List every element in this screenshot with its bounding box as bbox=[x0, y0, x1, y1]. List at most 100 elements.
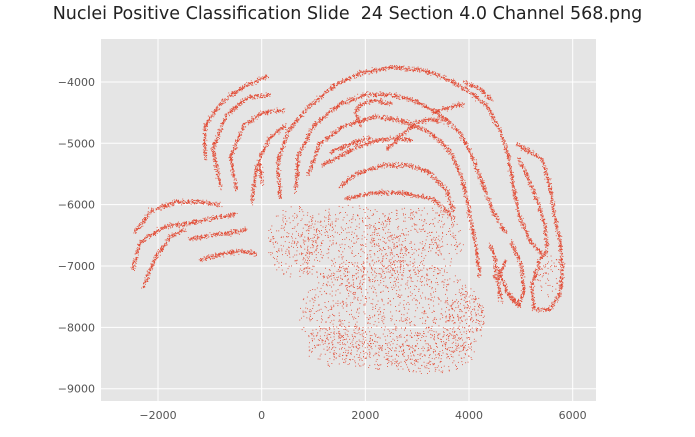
scatter-point bbox=[184, 228, 186, 230]
scatter-point bbox=[178, 203, 180, 204]
scatter-point bbox=[233, 173, 235, 175]
scatter-point bbox=[166, 206, 168, 208]
scatter-point bbox=[290, 126, 292, 128]
scatter-point bbox=[180, 201, 181, 203]
scatter-point bbox=[518, 208, 519, 209]
scatter-point bbox=[233, 212, 235, 214]
scatter-point bbox=[357, 71, 358, 73]
scatter-point bbox=[296, 120, 298, 122]
scatter-point bbox=[267, 139, 269, 141]
scatter-point bbox=[232, 169, 234, 171]
scatter-point bbox=[213, 218, 215, 220]
scatter-point bbox=[149, 268, 151, 269]
scatter-point bbox=[225, 252, 227, 254]
scatter-point bbox=[170, 235, 172, 237]
scatter-point bbox=[201, 237, 203, 239]
scatter-point bbox=[391, 67, 393, 69]
scatter-point bbox=[204, 143, 206, 145]
scatter-point bbox=[262, 185, 264, 186]
scatter-point bbox=[227, 111, 229, 113]
scatter-point bbox=[233, 251, 234, 253]
scatter-point bbox=[256, 171, 258, 173]
scatter-point bbox=[512, 192, 514, 194]
scatter-point bbox=[132, 263, 134, 264]
scatter-point bbox=[138, 252, 139, 253]
scatter-point bbox=[202, 200, 204, 202]
scatter-point bbox=[376, 71, 377, 72]
scatter-point bbox=[140, 227, 142, 229]
scatter-point bbox=[145, 281, 147, 283]
scatter-point bbox=[150, 263, 152, 264]
scatter-point bbox=[215, 107, 217, 109]
scatter-point bbox=[250, 121, 252, 123]
scatter-point bbox=[178, 232, 180, 234]
scatter-point bbox=[202, 149, 204, 151]
scatter-point bbox=[463, 89, 465, 91]
scatter-point bbox=[382, 70, 384, 71]
scatter-point bbox=[220, 213, 222, 215]
scatter-point bbox=[262, 149, 264, 151]
scatter-point bbox=[300, 116, 302, 117]
scatter-point bbox=[239, 88, 241, 90]
scatter-point bbox=[228, 233, 230, 235]
scatter-point bbox=[172, 203, 174, 204]
scatter-point bbox=[253, 98, 255, 100]
scatter-point bbox=[278, 133, 280, 135]
scatter-point bbox=[295, 179, 297, 181]
scatter-point bbox=[247, 86, 249, 87]
scatter-point bbox=[382, 68, 384, 70]
scatter-point bbox=[156, 232, 158, 234]
scatter-point bbox=[487, 107, 489, 109]
scatter-point bbox=[250, 120, 251, 122]
scatter-point bbox=[194, 222, 196, 224]
scatter-point bbox=[517, 206, 519, 208]
scatter-point bbox=[238, 87, 240, 89]
scatter-point bbox=[309, 105, 310, 107]
scatter-point bbox=[151, 261, 153, 263]
scatter-point bbox=[305, 138, 306, 139]
scatter-point bbox=[415, 68, 417, 70]
scatter-point bbox=[345, 77, 347, 79]
scatter-point bbox=[234, 145, 236, 147]
scatter-point bbox=[216, 161, 217, 163]
scatter-point bbox=[235, 105, 237, 107]
scatter-point bbox=[166, 240, 168, 241]
scatter-point bbox=[235, 149, 237, 150]
scatter-point bbox=[282, 110, 284, 112]
scatter-point bbox=[257, 80, 259, 82]
scatter-point bbox=[498, 125, 500, 126]
scatter-point bbox=[273, 108, 275, 110]
scatter-point bbox=[251, 187, 253, 188]
scatter-point bbox=[215, 153, 217, 155]
scatter-point bbox=[400, 69, 402, 71]
scatter-point bbox=[235, 180, 237, 181]
scatter-point bbox=[191, 237, 192, 239]
scatter-point bbox=[511, 181, 513, 183]
scatter-point bbox=[142, 240, 144, 242]
scatter-point bbox=[507, 156, 509, 158]
scatter-point bbox=[206, 149, 208, 151]
scatter-point bbox=[261, 111, 263, 113]
scatter-point bbox=[247, 120, 249, 121]
scatter-point bbox=[242, 231, 243, 233]
scatter-point bbox=[222, 252, 224, 254]
scatter-point bbox=[159, 230, 161, 232]
scatter-point bbox=[211, 147, 213, 149]
scatter-point bbox=[303, 142, 305, 144]
scatter-point bbox=[446, 80, 447, 82]
scatter-point bbox=[276, 131, 278, 133]
scatter-point bbox=[318, 98, 319, 100]
scatter-point bbox=[504, 139, 505, 141]
scatter-point bbox=[297, 160, 299, 162]
scatter-point bbox=[169, 206, 171, 208]
scatter-point bbox=[300, 116, 301, 118]
scatter-point bbox=[215, 201, 217, 203]
scatter-point bbox=[177, 222, 178, 224]
scatter-point bbox=[474, 94, 476, 96]
scatter-point bbox=[196, 220, 197, 221]
scatter-point bbox=[188, 202, 189, 204]
scatter-point bbox=[259, 164, 260, 166]
scatter-point bbox=[296, 159, 297, 161]
scatter-point bbox=[163, 247, 165, 248]
scatter-point bbox=[513, 184, 514, 186]
